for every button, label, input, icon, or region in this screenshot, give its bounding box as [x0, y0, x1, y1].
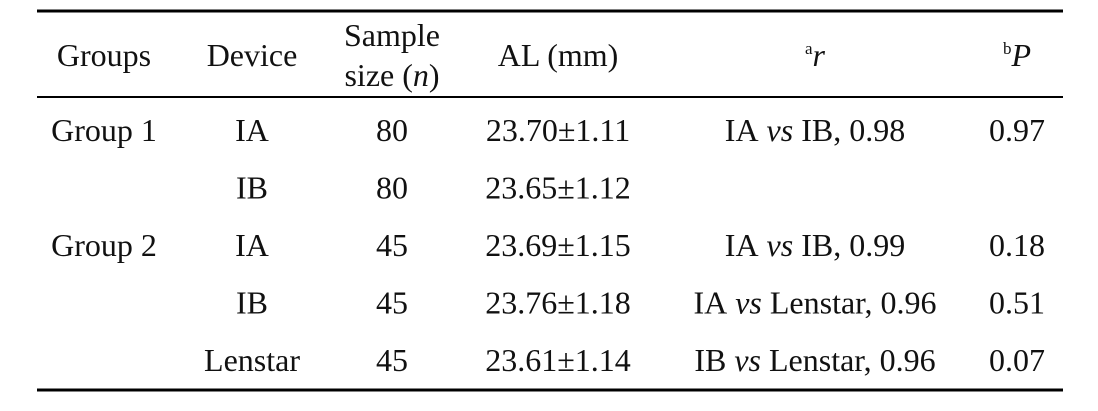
header-text: ): [429, 57, 440, 93]
cell-text: 0.18: [989, 227, 1045, 263]
table-cell: IB vs Lenstar, 0.96: [694, 342, 935, 378]
table-cell: IA vs IB, 0.98: [725, 112, 905, 148]
header-cell: Sample: [344, 17, 440, 53]
header-cell: ar: [805, 37, 826, 73]
cell-text: 23.70±1.11: [486, 112, 630, 148]
cell-italic: vs: [734, 342, 761, 378]
cell-text: 45: [376, 285, 408, 321]
header-text: Groups: [57, 37, 151, 73]
cell-text: IB, 0.98: [801, 112, 905, 148]
cell-text: 80: [376, 170, 408, 206]
table-cell: Group 1: [51, 112, 157, 148]
cell-text: Lenstar: [204, 342, 300, 378]
table-cell: 80: [376, 112, 408, 148]
table-cell: IA: [235, 227, 269, 263]
cell-text: 23.61±1.14: [485, 342, 631, 378]
header-cell: bP: [1003, 37, 1031, 73]
table-cell: 0.07: [989, 342, 1045, 378]
header-cell: Groups: [57, 37, 151, 73]
header-superscript: b: [1003, 39, 1012, 58]
cell-italic: vs: [767, 227, 794, 263]
header-symbol: n: [413, 57, 429, 93]
cell-text: 23.76±1.18: [485, 285, 631, 321]
header-cell: Device: [207, 37, 298, 73]
table-cell: 0.97: [989, 112, 1045, 148]
header-symbol: P: [1010, 37, 1031, 73]
cell-text: IA: [235, 227, 269, 263]
header-symbol: r: [813, 37, 826, 73]
table-cell: IA vs IB, 0.99: [725, 227, 905, 263]
cell-text: IB: [236, 285, 268, 321]
cell-text: Lenstar, 0.96: [769, 342, 936, 378]
header-superscript: a: [805, 39, 813, 58]
table-cell: IB: [236, 285, 268, 321]
header-text: Device: [207, 37, 298, 73]
table-cell: Group 2: [51, 227, 157, 263]
cell-text: 0.07: [989, 342, 1045, 378]
cell-text: IB, 0.99: [801, 227, 905, 263]
cell-text: 23.69±1.15: [485, 227, 631, 263]
cell-text: 45: [376, 227, 408, 263]
cell-text: 45: [376, 342, 408, 378]
cell-text: 80: [376, 112, 408, 148]
cell-text: IB: [694, 342, 726, 378]
cell-text: IA: [693, 285, 727, 321]
header-text: size (: [344, 57, 412, 93]
table-cell: IA: [235, 112, 269, 148]
cell-text: 23.65±1.12: [485, 170, 631, 206]
table-cell: IA vs Lenstar, 0.96: [693, 285, 936, 321]
cell-text: Group 1: [51, 112, 157, 148]
cell-text: 0.51: [989, 285, 1045, 321]
cell-text: IA: [725, 112, 759, 148]
cell-text: Lenstar, 0.96: [770, 285, 937, 321]
table-cell: Lenstar: [204, 342, 300, 378]
table-cell: IB: [236, 170, 268, 206]
cell-text: Group 2: [51, 227, 157, 263]
cell-italic: vs: [767, 112, 794, 148]
table-cell: 45: [376, 285, 408, 321]
table-cell: 23.65±1.12: [485, 170, 631, 206]
table-cell: 80: [376, 170, 408, 206]
table-cell: 45: [376, 227, 408, 263]
table-cell: 23.70±1.11: [486, 112, 630, 148]
table-cell: 23.69±1.15: [485, 227, 631, 263]
header-text: Sample: [344, 17, 440, 53]
cell-italic: vs: [735, 285, 762, 321]
table-cell: 0.18: [989, 227, 1045, 263]
table-cell: 23.61±1.14: [485, 342, 631, 378]
cell-text: IB: [236, 170, 268, 206]
table-cell: 0.51: [989, 285, 1045, 321]
header-cell: AL (mm): [498, 37, 619, 73]
cell-text: IA: [725, 227, 759, 263]
header-cell: size (n): [344, 57, 439, 93]
cell-text: IA: [235, 112, 269, 148]
table-cell: 23.76±1.18: [485, 285, 631, 321]
header-text: AL (mm): [498, 37, 619, 73]
cell-text: 0.97: [989, 112, 1045, 148]
table-cell: 45: [376, 342, 408, 378]
